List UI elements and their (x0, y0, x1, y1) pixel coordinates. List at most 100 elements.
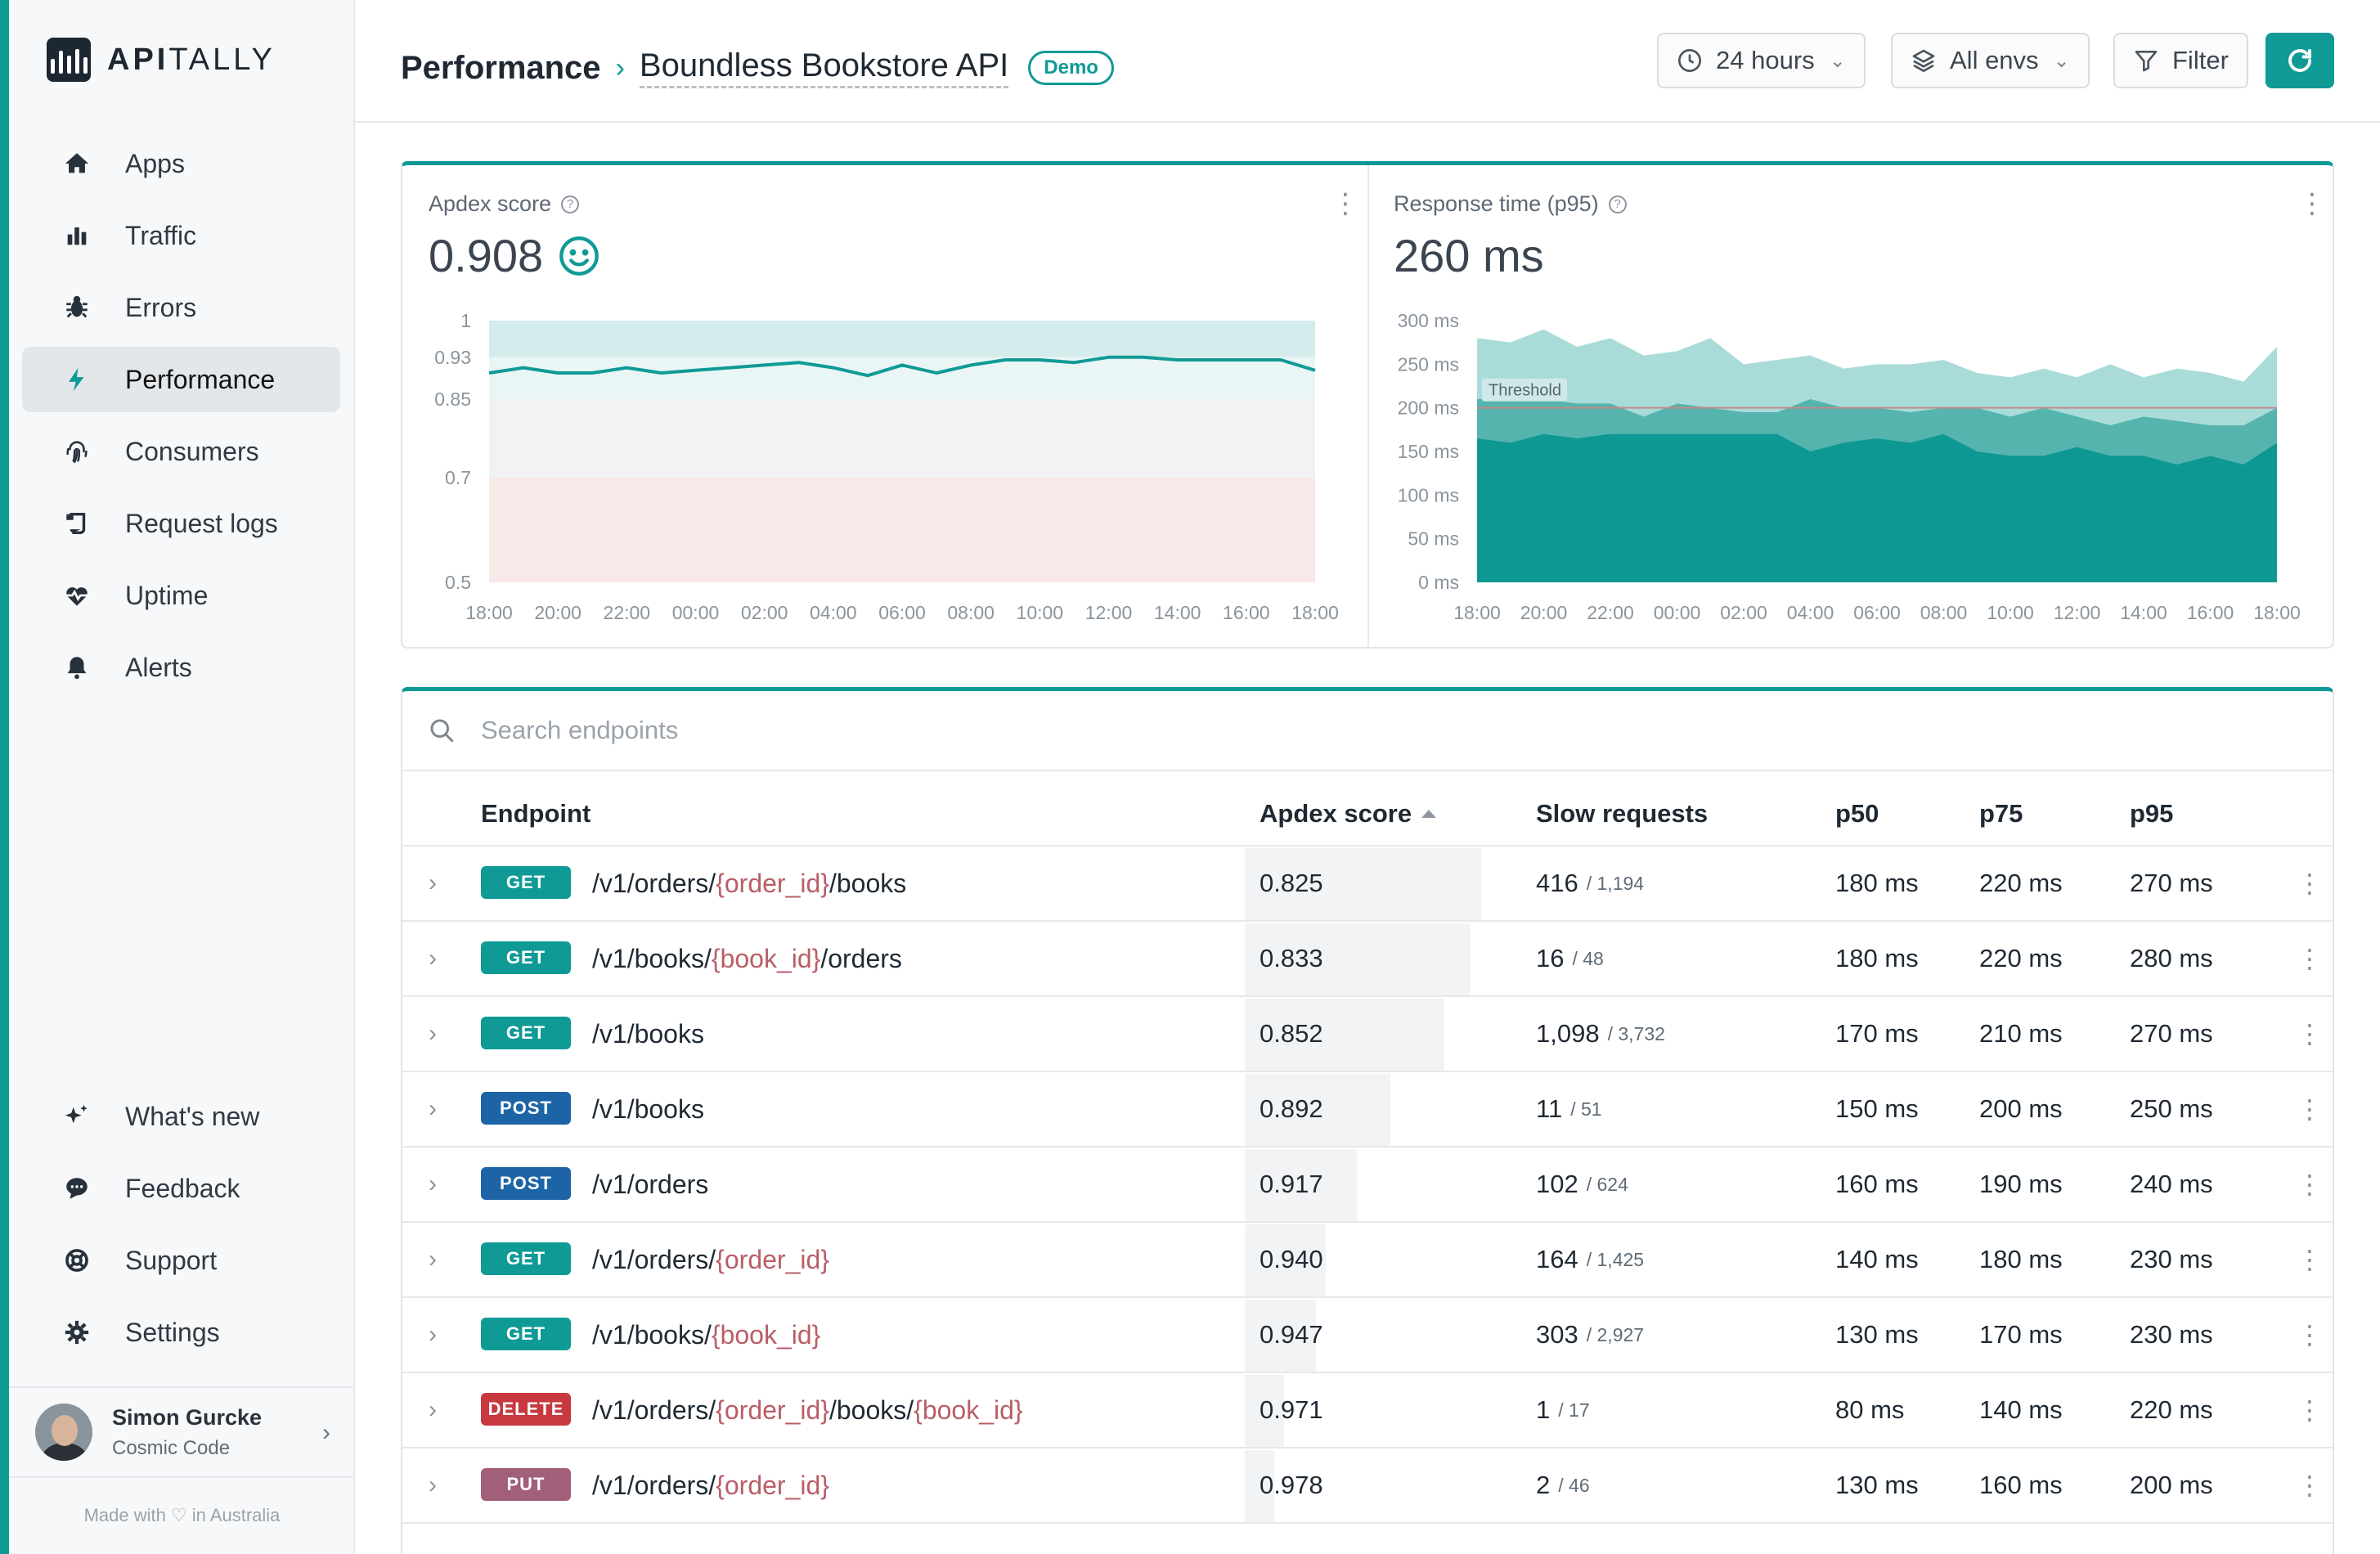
sidebar-item-uptime[interactable]: Uptime (22, 563, 340, 628)
sidebar-item-feedback[interactable]: Feedback (22, 1156, 340, 1221)
smiley-icon (559, 236, 599, 276)
refresh-button[interactable] (2265, 33, 2334, 88)
table-row[interactable]: › GET/v1/books 0.852 1,098 / 3,732 170 ms 210 … (402, 997, 2333, 1072)
apdex-score-bar (1245, 1450, 1275, 1522)
breadcrumb-root[interactable]: Performance (401, 49, 601, 86)
sidebar-item-errors[interactable]: Errors (22, 275, 340, 340)
heartbeat-icon (63, 582, 91, 609)
table-row[interactable]: › POST/v1/books 0.892 11 / 51 150 ms 200 ms 250… (402, 1072, 2333, 1148)
row-menu-icon[interactable]: ⋮ (2297, 1170, 2323, 1199)
sidebar-item-performance[interactable]: Performance (22, 347, 340, 412)
column-slow-requests[interactable]: Slow requests (1536, 799, 1709, 828)
chevron-right-icon[interactable]: › (429, 1170, 437, 1197)
slow-count: 1 (1536, 1395, 1551, 1424)
total-count: / 2,927 (1586, 1323, 1645, 1345)
app-selector[interactable]: Boundless Bookstore API (639, 47, 1009, 88)
sidebar-item-consumers[interactable]: Consumers (22, 419, 340, 484)
chevron-right-icon[interactable]: › (429, 1020, 437, 1047)
rt-x-tick: 22:00 (1587, 602, 1634, 623)
chat-icon (63, 1174, 91, 1202)
sidebar-item-alerts[interactable]: Alerts (22, 635, 340, 700)
column-endpoint[interactable]: Endpoint (481, 799, 591, 828)
sidebar-item-traffic[interactable]: Traffic (22, 203, 340, 268)
sidebar-item-label: Uptime (125, 580, 209, 610)
table-row[interactable]: › GET/v1/orders/{order_id}/books 0.825 416 /… (402, 847, 2333, 922)
apdex-x-tick: 20:00 (534, 602, 582, 623)
apdex-x-tick: 10:00 (1017, 602, 1064, 623)
env-label: All envs (1950, 46, 2039, 74)
chevron-right-icon[interactable]: › (429, 1321, 437, 1348)
chevron-right-icon[interactable]: › (429, 1471, 437, 1498)
p75-value: 200 ms (1979, 1094, 2063, 1123)
sidebar-item-label: Apps (125, 148, 185, 178)
total-count: / 624 (1586, 1173, 1628, 1195)
apitally-logo[interactable]: APITALLY (47, 38, 276, 82)
table-row[interactable]: › GET/v1/books/{book_id}/orders 0.833 16 / 4… (402, 922, 2333, 997)
user-org: Cosmic Code (112, 1436, 231, 1459)
apdex-score: 0.892 (1260, 1094, 1323, 1123)
slow-count: 16 (1536, 944, 1565, 972)
column-p50[interactable]: p50 (1835, 799, 1879, 828)
table-row[interactable]: › PUT/v1/orders/{order_id} 0.978 2 / 46 130 m… (402, 1448, 2333, 1524)
gear-icon (63, 1318, 91, 1346)
chevron-right-icon[interactable]: › (429, 1095, 437, 1122)
row-menu-icon[interactable]: ⋮ (2297, 1320, 2323, 1350)
response-time-chart-menu-icon[interactable]: ⋮ (2298, 188, 2326, 219)
path-param: {order_id} (716, 1395, 829, 1425)
endpoint-path: /v1/orders (592, 1148, 708, 1221)
apdex-chart-menu-icon[interactable]: ⋮ (1331, 188, 1359, 219)
p95-value: 220 ms (2130, 1395, 2213, 1424)
response-time-chart-title: Response time (p95)? (1394, 191, 1627, 217)
column-p95[interactable]: p95 (2130, 799, 2174, 828)
chevron-right-icon[interactable]: › (429, 1396, 437, 1423)
row-menu-icon[interactable]: ⋮ (2297, 1019, 2323, 1049)
p95-value: 270 ms (2130, 1019, 2213, 1048)
sidebar-item-settings[interactable]: Settings (22, 1300, 340, 1365)
method-badge: PUT (481, 1468, 571, 1501)
p50-value: 140 ms (1835, 1245, 1919, 1273)
row-menu-icon[interactable]: ⋮ (2297, 1395, 2323, 1425)
chevron-right-icon[interactable]: › (429, 869, 437, 896)
chart-divider (1367, 165, 1369, 648)
table-row[interactable]: › GET/v1/books/{book_id} 0.947 303 / 2,927 13… (402, 1298, 2333, 1373)
user-menu[interactable]: Simon Gurcke Cosmic Code › (9, 1386, 355, 1478)
table-row[interactable]: › GET/v1/orders/{order_id} 0.940 164 / 1,425… (402, 1223, 2333, 1298)
row-menu-icon[interactable]: ⋮ (2297, 1245, 2323, 1274)
search-endpoints-input[interactable] (481, 716, 1953, 745)
env-select[interactable]: All envs ⌄ (1891, 33, 2090, 88)
row-menu-icon[interactable]: ⋮ (2297, 869, 2323, 898)
column-apdex-score[interactable]: Apdex score (1260, 799, 1437, 829)
sidebar-item-apps[interactable]: Apps (22, 131, 340, 196)
row-menu-icon[interactable]: ⋮ (2297, 1471, 2323, 1500)
row-menu-icon[interactable]: ⋮ (2297, 944, 2323, 973)
period-select[interactable]: 24 hours ⌄ (1657, 33, 1866, 88)
sidebar-item-support[interactable]: Support (22, 1228, 340, 1293)
p75-value: 170 ms (1979, 1320, 2063, 1349)
p95-value: 230 ms (2130, 1320, 2213, 1349)
apdex-x-tick: 18:00 (1291, 602, 1339, 623)
table-row[interactable]: › POST/v1/orders 0.917 102 / 624 160 ms 190 ms… (402, 1148, 2333, 1223)
chevron-right-icon[interactable]: › (429, 1246, 437, 1273)
filter-button[interactable]: Filter (2113, 33, 2248, 88)
sidebar-item-label: Consumers (125, 436, 259, 466)
help-icon[interactable]: ? (561, 195, 580, 213)
chevron-right-icon[interactable]: › (429, 945, 437, 972)
sidebar-item-request-logs[interactable]: Request logs (22, 491, 340, 556)
apdex-y-tick: 0.93 (434, 347, 471, 368)
sidebar-item-what-s-new[interactable]: What's new (22, 1084, 340, 1149)
total-count: / 46 (1558, 1474, 1590, 1496)
path-segment: /books/ (829, 1395, 914, 1425)
rt-x-tick: 02:00 (1720, 602, 1767, 623)
rt-y-tick: 0 ms (1418, 572, 1459, 593)
table-row[interactable]: › DELETE/v1/orders/{order_id}/books/{book… (402, 1373, 2333, 1448)
help-icon[interactable]: ? (1608, 195, 1627, 213)
column-p75[interactable]: p75 (1979, 799, 2023, 828)
total-count: / 1,425 (1586, 1248, 1645, 1270)
logo-icon (47, 38, 91, 82)
row-menu-icon[interactable]: ⋮ (2297, 1094, 2323, 1124)
logo-text: APITALLY (107, 42, 276, 77)
made-with-text: Made with ♡ in Australia (83, 1505, 281, 1525)
rt-x-tick: 10:00 (1987, 602, 2034, 623)
p75-value: 140 ms (1979, 1395, 2063, 1424)
table-header: Endpoint Apdex score Slow requests p50 p… (402, 771, 2333, 847)
